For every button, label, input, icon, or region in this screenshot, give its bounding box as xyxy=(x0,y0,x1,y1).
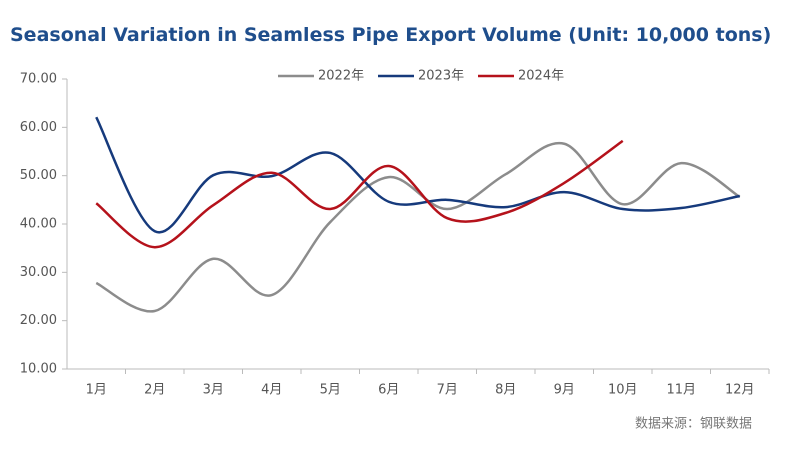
y-tick-label: 50.00 xyxy=(20,168,57,183)
y-tick-label: 10.00 xyxy=(20,362,57,377)
y-tick-label: 60.00 xyxy=(20,120,57,135)
x-tick-label: 6月 xyxy=(378,383,399,398)
x-tick-label: 11月 xyxy=(666,383,696,398)
y-tick-label: 70.00 xyxy=(20,72,57,87)
x-tick-label: 7月 xyxy=(437,383,458,398)
legend-label: 2022年 xyxy=(318,69,364,84)
y-tick-label: 40.00 xyxy=(20,217,57,232)
y-tick-label: 30.00 xyxy=(20,265,57,280)
x-tick-label: 3月 xyxy=(203,383,224,398)
series-line xyxy=(95,141,741,313)
series-line xyxy=(95,116,741,234)
x-tick-label: 12月 xyxy=(725,383,755,398)
x-tick-label: 10月 xyxy=(608,383,638,398)
legend-label: 2024年 xyxy=(518,69,564,84)
chart-title: Seasonal Variation in Seamless Pipe Expo… xyxy=(10,24,771,46)
y-tick-label: 20.00 xyxy=(20,313,57,328)
series-line xyxy=(95,139,624,249)
x-tick-label: 8月 xyxy=(495,383,516,398)
source-note: 数据来源：钢联数据 xyxy=(635,417,752,432)
x-tick-label: 4月 xyxy=(261,383,282,398)
x-tick-label: 1月 xyxy=(86,383,107,398)
legend-label: 2023年 xyxy=(418,69,464,84)
x-tick-label: 9月 xyxy=(554,383,575,398)
x-tick-label: 5月 xyxy=(320,383,341,398)
x-tick-label: 2月 xyxy=(144,383,165,398)
